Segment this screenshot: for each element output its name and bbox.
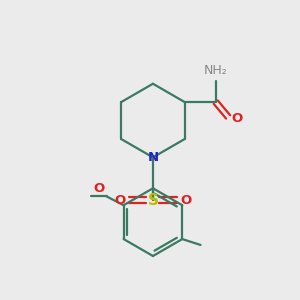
Text: N: N [147,151,158,164]
Text: O: O [114,194,125,207]
Text: O: O [93,182,104,195]
Text: NH₂: NH₂ [204,64,228,76]
Text: O: O [231,112,242,125]
Text: S: S [147,193,158,208]
Text: O: O [181,194,192,207]
